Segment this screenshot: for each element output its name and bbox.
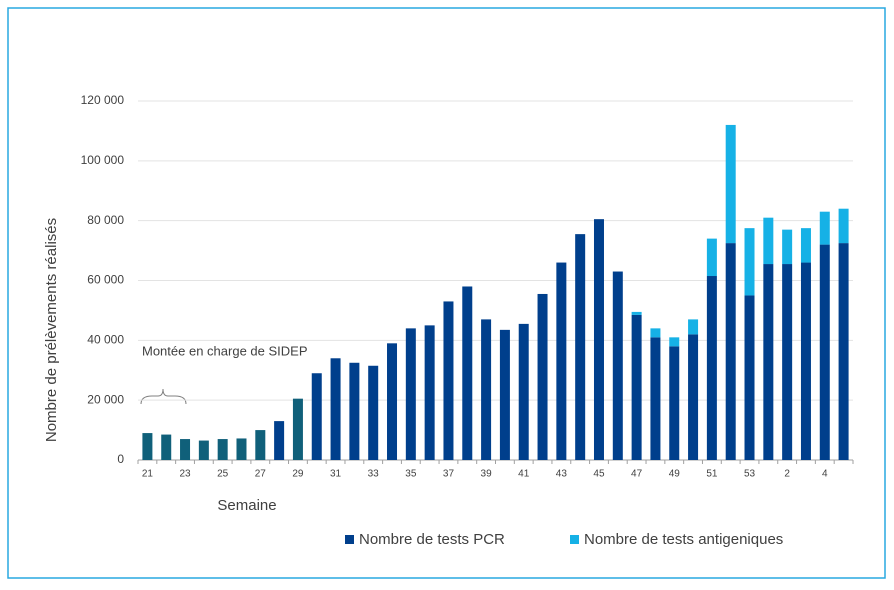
bar [819,211,830,245]
bar [161,434,172,460]
y-tick-label: 40 000 [87,333,124,347]
bar [330,358,341,460]
bar [424,325,435,460]
legend-swatch [570,535,579,544]
bar [292,398,303,460]
y-tick-label: 80 000 [87,213,124,227]
bar [236,438,247,460]
x-tick-label: 33 [368,469,380,480]
bar [499,329,510,460]
legend-label: Nombre de tests antigeniques [584,531,783,548]
bar [819,244,830,460]
bar [688,319,699,335]
bar [763,264,774,460]
bar [387,343,398,460]
bar [725,124,736,244]
bar [518,323,529,460]
bar [800,262,811,460]
x-tick-label: 53 [744,469,756,480]
bar [612,271,623,460]
bar [405,328,416,460]
bar [443,301,454,460]
y-axis-label: Nombre de prélèvements réalisés [43,218,60,442]
bar [838,243,849,460]
x-tick-label: 21 [142,469,154,480]
bar [706,238,717,277]
x-tick-label: 47 [631,469,643,480]
annotation: Montée en charge de SIDEP [142,343,308,358]
x-tick-label: 51 [706,469,718,480]
bar [142,433,153,460]
x-tick-label: 27 [255,469,267,480]
x-tick-label: 41 [518,469,530,480]
bar [180,439,191,460]
bar [650,328,661,338]
bar [274,421,285,460]
legend-label: Nombre de tests PCR [359,531,505,548]
x-tick-label: 49 [669,469,681,480]
x-tick-label: 31 [330,469,342,480]
x-tick-label: 35 [405,469,417,480]
bar [669,337,680,347]
x-tick-label: 37 [443,469,455,480]
bar [481,319,492,460]
bar [782,229,793,265]
bar [744,228,755,296]
x-tick-label: 4 [822,469,828,480]
y-tick-label: 20 000 [87,392,124,406]
frame [7,7,886,579]
bar [575,234,586,460]
x-axis-label: Semaine [217,497,276,514]
y-tick-label: 0 [117,452,124,466]
bar [782,264,793,460]
y-tick-label: 100 000 [81,153,125,167]
x-tick-label: 29 [292,469,304,480]
bar [198,440,209,460]
bar [368,365,379,460]
bar [217,439,228,460]
bar [725,243,736,460]
brace [140,388,187,405]
bar [255,430,266,460]
bar [631,314,642,460]
bar [631,311,642,315]
x-tick-label: 25 [217,469,229,480]
x-tick-label: 43 [556,469,568,480]
bar [349,362,360,460]
bar [838,208,849,244]
bar [763,217,774,265]
bar [462,286,473,460]
bar [556,262,567,460]
y-tick-label: 60 000 [87,273,124,287]
bar [311,373,322,460]
x-tick-label: 2 [784,469,790,480]
bar [706,276,717,460]
x-tick-label: 39 [481,469,493,480]
bar [800,228,811,263]
bar [669,346,680,460]
x-tick-label: 45 [593,469,605,480]
legend-swatch [345,535,354,544]
bar [537,293,548,460]
bar [593,219,604,460]
bar [650,337,661,460]
x-tick-label: 23 [179,469,191,480]
bar [688,334,699,460]
bar [744,295,755,460]
y-tick-label: 120 000 [81,93,125,107]
